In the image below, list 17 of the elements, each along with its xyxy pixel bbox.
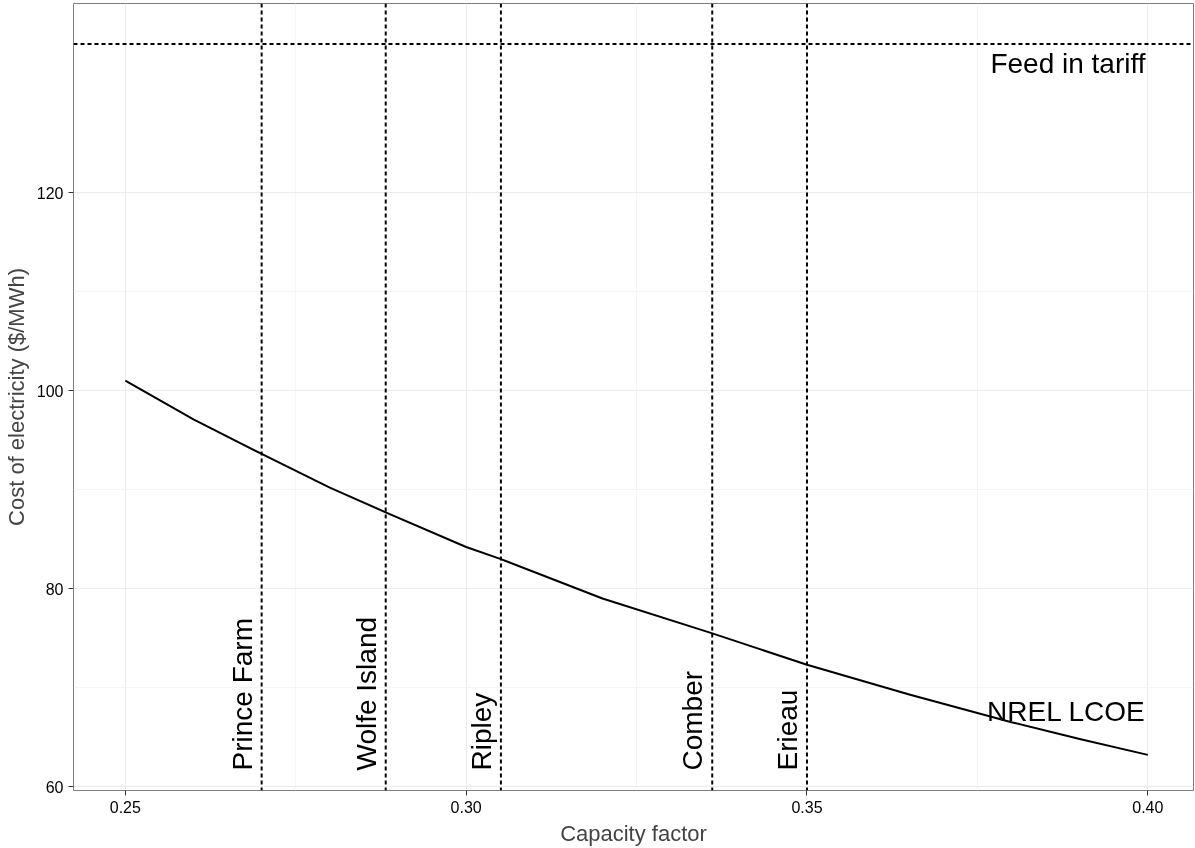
y-tick-label: 80: [45, 580, 64, 598]
y-axis-title: Cost of electricity ($/MWh): [3, 268, 29, 526]
ref-line-label: Feed in tariff: [990, 48, 1146, 80]
x-axis-title: Capacity factor: [560, 820, 707, 846]
ref-line-label: Ripley: [465, 692, 497, 771]
ref-line-label: Prince Farm: [226, 618, 258, 771]
y-tick-label: 100: [36, 382, 64, 400]
ref-line-label: Comber: [677, 670, 709, 771]
x-tick-label: 0.40: [1132, 798, 1164, 816]
y-tick-label: 60: [45, 778, 64, 796]
x-tick-label: 0.35: [791, 798, 823, 816]
x-tick-label: 0.25: [109, 798, 141, 816]
y-tick-label: 120: [36, 184, 64, 202]
series-label: NREL LCOE: [987, 695, 1145, 727]
ref-line-label: Erieau: [771, 689, 803, 771]
x-tick-label: 0.30: [450, 798, 482, 816]
ref-line-label: Wolfe Island: [350, 616, 382, 771]
